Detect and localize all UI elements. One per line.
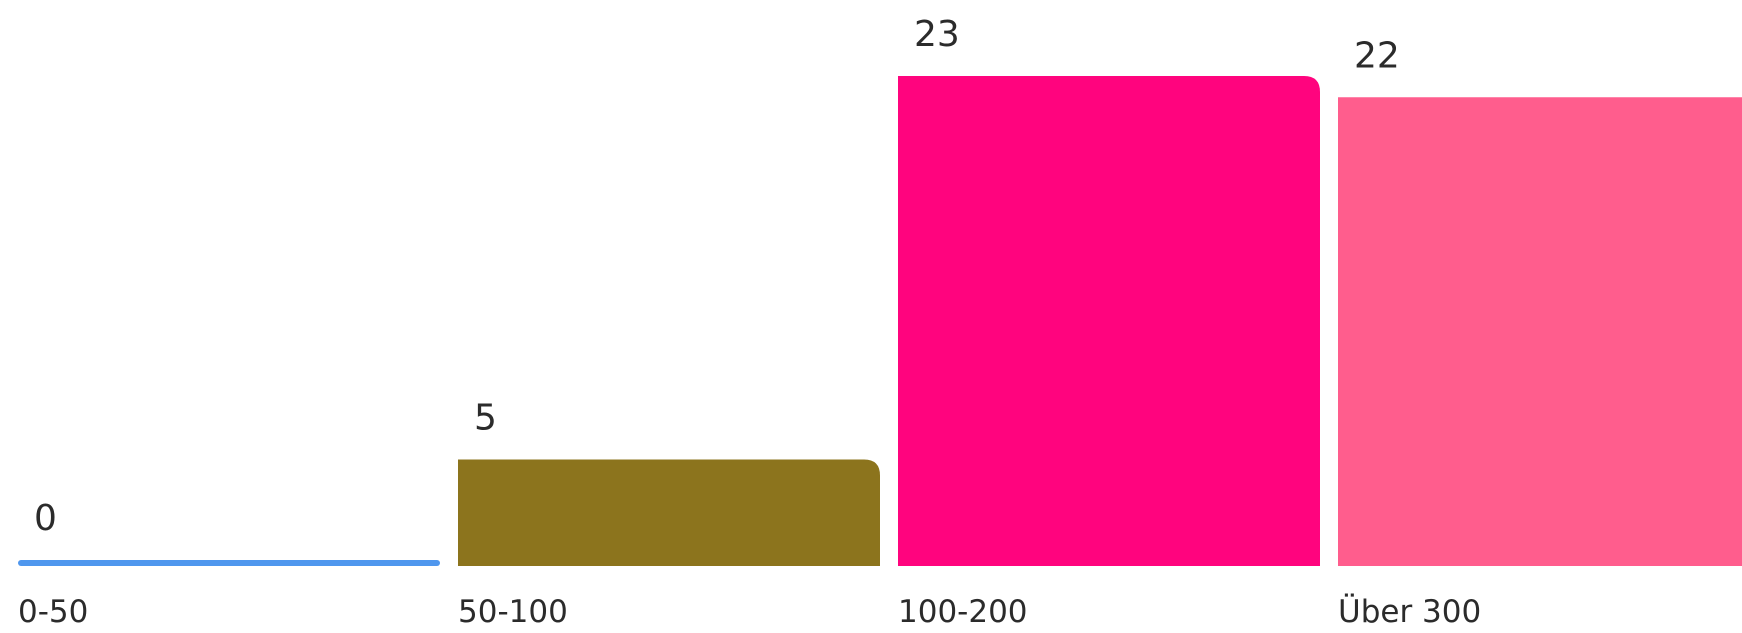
value-labels-layer: 0 5 23 22: [34, 14, 1400, 539]
category-label-ber-300: Über 300: [1338, 593, 1481, 630]
value-label-100-200: 23: [914, 14, 960, 55]
category-label-50-100: 50-100: [458, 594, 568, 630]
category-labels-layer: 0-50 50-100 100-200 Über 300: [18, 593, 1481, 630]
bar-0-50: [18, 560, 440, 566]
category-label-100-200: 100-200: [898, 594, 1028, 630]
value-label-ber-300: 22: [1354, 35, 1400, 76]
bar-ber-300: [1338, 97, 1742, 566]
bar-100-200: [898, 76, 1320, 566]
value-label-50-100: 5: [474, 397, 497, 438]
category-label-0-50: 0-50: [18, 594, 88, 630]
bar-50-100: [458, 459, 880, 566]
value-label-0-50: 0: [34, 498, 57, 539]
bars-layer: [18, 76, 1742, 566]
